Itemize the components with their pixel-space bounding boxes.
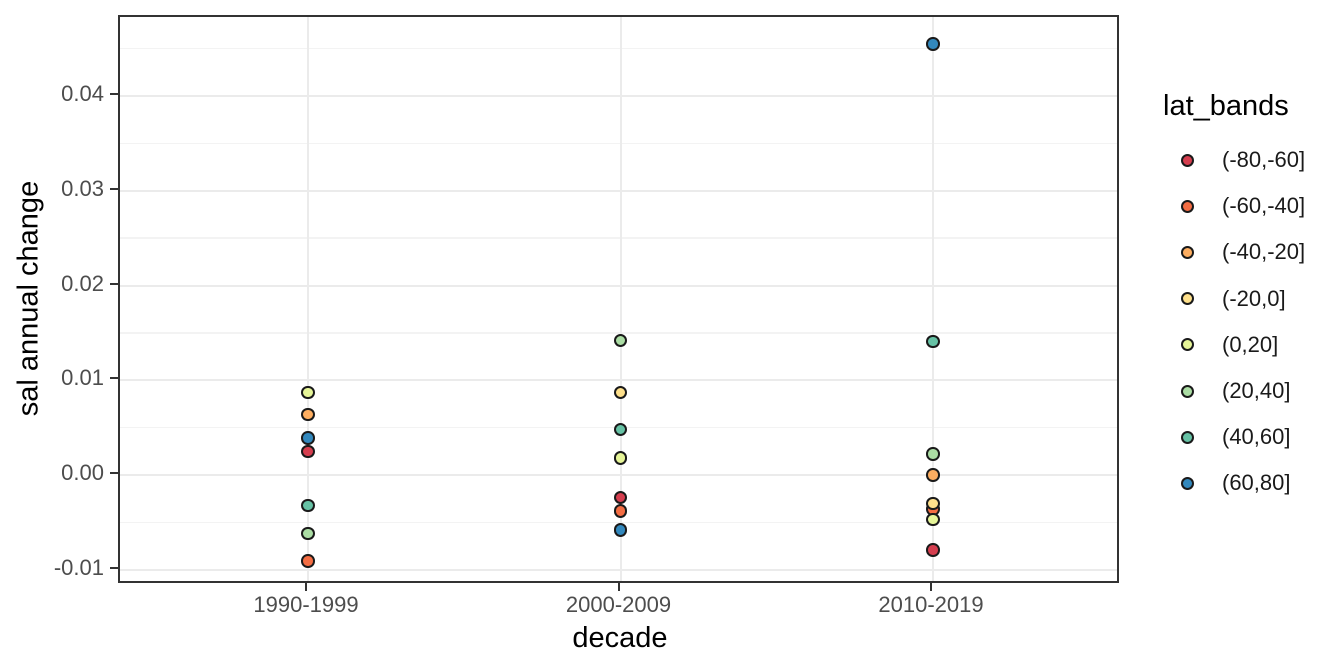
legend-swatch-icon [1181,245,1194,259]
data-point [301,385,315,400]
data-point [613,490,628,505]
data-point [926,512,940,527]
data-point [301,444,315,459]
gridline-major-horizontal [120,189,1117,192]
legend-swatch-icon [1181,338,1194,352]
gridline-major-horizontal [120,95,1117,97]
data-point [301,407,315,422]
x-tick-label: 2010-2019 [878,592,984,617]
data-point [926,468,940,482]
y-axis-title: sal annual change [12,180,45,417]
y-tick-label: -0.01 [53,554,104,580]
data-point [613,504,628,518]
y-tick-label: 0.04 [61,81,104,106]
y-axis-tick [110,93,118,95]
data-point [613,333,628,348]
legend-item: (-40,-20] [1181,239,1305,265]
legend-label: (-40,-20] [1222,239,1306,265]
gridline-major-vertical [619,17,622,581]
data-point [301,554,315,568]
x-axis-title: decade [572,622,668,654]
legend-swatch-icon [1181,476,1194,490]
y-axis-tick [110,187,118,190]
legend-label: (40,60] [1222,424,1291,450]
data-point [301,526,315,541]
legend-item: (20,40] [1181,378,1291,404]
data-point [613,422,628,437]
data-point [926,496,940,511]
legend-item: (-60,-40] [1181,193,1305,219]
legend-swatch-icon [1181,384,1194,398]
gridline-minor-horizontal [120,237,1117,239]
gridline-minor-horizontal [120,332,1117,334]
y-tick-label: 0.00 [61,460,104,485]
data-point [613,385,628,400]
data-point [613,451,628,465]
legend-item: (-20,0] [1181,286,1286,312]
data-point [926,334,940,349]
x-axis-tick [617,583,620,591]
legend-label: (-80,-60] [1222,147,1306,172]
gridline-major-vertical [307,17,309,581]
data-point [301,431,315,445]
legend-item: (-80,-60] [1181,147,1305,173]
data-point [613,523,628,537]
gridline-major-vertical [932,17,934,581]
x-axis-tick [930,583,932,591]
data-point [926,447,940,461]
legend-item: (40,60] [1181,424,1291,450]
legend-label: (0,20] [1222,331,1279,357]
y-axis-tick [110,472,118,474]
gridline-major-horizontal [120,474,1117,476]
y-axis-tick [110,566,118,569]
legend-swatch-icon [1181,199,1194,213]
gridline-major-horizontal [120,284,1117,287]
y-axis-tick [110,282,118,285]
gridline-major-horizontal [120,568,1117,571]
gridline-minor-horizontal [120,47,1117,50]
x-tick-label: 1990-1999 [253,592,359,617]
y-tick-label: 0.03 [61,175,104,201]
legend-swatch-icon [1181,430,1194,444]
x-tick-label: 2000-2009 [565,592,672,617]
y-tick-label: 0.01 [61,365,104,391]
gridline-major-horizontal [120,379,1117,382]
y-tick-label: 0.02 [61,270,104,296]
data-point [301,498,315,513]
legend-item: (0,20] [1181,332,1278,358]
gridline-minor-horizontal [120,521,1117,524]
legend-item: (60,80] [1181,470,1291,496]
legend-label: (-60,-40] [1222,193,1306,219]
legend-label: (20,40] [1222,378,1291,403]
legend-label: (-20,0] [1222,285,1286,311]
plot-panel [118,15,1119,583]
data-point [926,37,940,51]
legend-swatch-icon [1181,153,1194,167]
legend-swatch-icon [1181,292,1194,306]
y-axis-tick [110,377,118,380]
legend-label: (60,80] [1222,470,1291,496]
x-axis-tick [305,583,307,591]
gridline-minor-horizontal [120,142,1117,145]
data-point [926,543,940,557]
legend-title: lat_bands [1163,90,1289,122]
